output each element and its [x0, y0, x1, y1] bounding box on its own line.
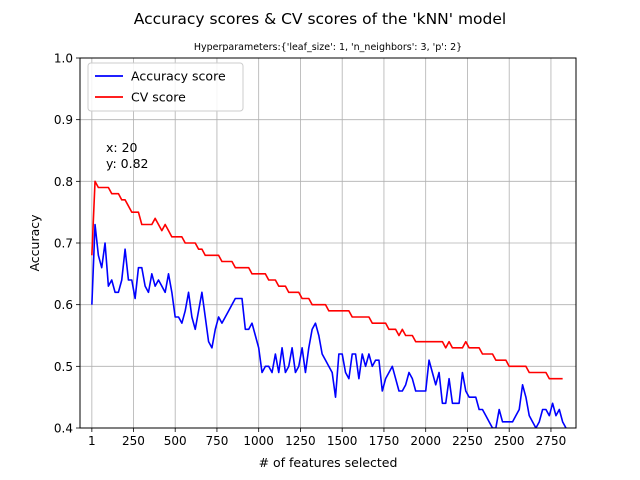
x-tick-label: 1250: [285, 434, 316, 448]
data-annotation: x: 20 y: 0.82: [106, 140, 149, 171]
x-axis: 1 250 500 750 1000 1250 1500 1750 2000 2250 2500 27…: [88, 428, 566, 448]
legend: Accuracy score CV score: [87, 62, 244, 112]
y-tick-label: 0.6: [54, 298, 73, 312]
y-tick-label: 0.8: [54, 175, 73, 189]
chart-title: Accuracy scores & CV scores of the 'kNN'…: [134, 10, 506, 28]
y-tick-label: 0.9: [54, 113, 73, 127]
series-line-accuracy: [91, 223, 567, 428]
y-tick-label: 1.0: [54, 52, 73, 66]
y-tick-label: 0.4: [54, 422, 73, 436]
chart-subtitle: Hyperparameters:{'leaf_size': 1, 'n_neig…: [194, 42, 462, 53]
y-tick-label: 0.7: [54, 237, 73, 251]
y-axis-label: Accuracy: [27, 214, 42, 272]
x-tick-label: 2000: [410, 434, 441, 448]
x-tick-label: 2250: [452, 434, 483, 448]
y-axis: 0.4 0.5 0.6 0.7 0.8 0.9 1.0: [54, 52, 80, 436]
x-tick-label: 1500: [327, 434, 358, 448]
legend-label-accuracy: Accuracy score: [131, 69, 226, 84]
x-tick-label: 2500: [494, 434, 525, 448]
legend-box: [87, 62, 244, 112]
x-tick-label: 750: [205, 434, 228, 448]
series-layer: [91, 180, 567, 428]
series-line-cv: [91, 180, 563, 380]
x-tick-label: 2750: [536, 434, 567, 448]
x-tick-label: 1000: [243, 434, 274, 448]
legend-label-cv: CV score: [131, 90, 186, 105]
x-tick-label: 1750: [369, 434, 400, 448]
x-tick-label: 250: [122, 434, 145, 448]
annotation-x-text: x: 20: [106, 140, 138, 155]
x-tick-label: 1: [88, 434, 96, 448]
x-tick-label: 500: [164, 434, 187, 448]
annotation-y-text: y: 0.82: [106, 156, 149, 171]
y-tick-label: 0.5: [54, 360, 73, 374]
x-axis-label: # of features selected: [259, 455, 398, 470]
